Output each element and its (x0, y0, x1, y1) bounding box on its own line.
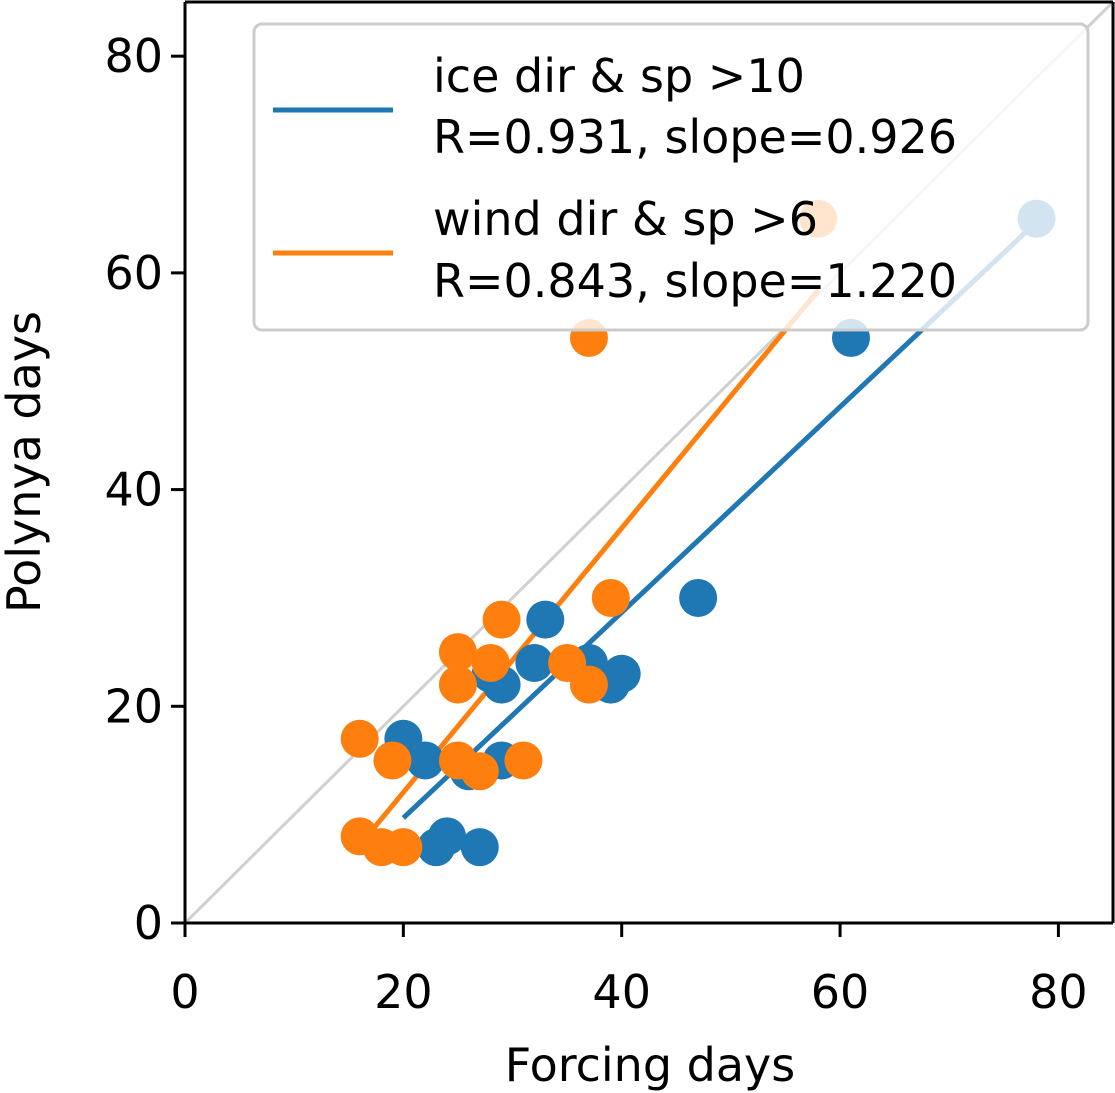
point-series-1-2 (591, 578, 630, 617)
point-series-1-9 (340, 719, 379, 758)
axes (183, 0, 1115, 925)
point-series-0-15 (428, 817, 467, 856)
point-series-0-11 (406, 741, 445, 780)
point-series-1-7 (438, 665, 477, 704)
legend-label-series-1: wind dir & sp >6 (433, 192, 818, 246)
x-tick-label-20: 20 (374, 965, 433, 1019)
point-series-1-16 (384, 828, 423, 867)
point-series-0-2 (679, 578, 718, 617)
point-series-1-3 (482, 600, 521, 639)
x-tick-label-40: 40 (592, 965, 651, 1019)
y-axis-label: Polynya days (0, 311, 51, 613)
y-tick-label-20: 20 (104, 679, 163, 733)
y-tick-label-0: 0 (134, 896, 163, 950)
legend-stats-series-0: R=0.931, slope=0.926 (433, 110, 957, 164)
x-tick-label-60: 60 (811, 965, 870, 1019)
x-tick-label-80: 80 (1029, 965, 1088, 1019)
x-tick-label-0: 0 (170, 965, 199, 1019)
legend: ice dir & sp >10 R=0.931, slope=0.926 wind… (252, 22, 1090, 332)
point-series-1-8 (569, 665, 608, 704)
y-tick-label-80: 80 (104, 29, 163, 83)
point-series-1-4 (438, 633, 477, 672)
point-series-0-16 (460, 828, 499, 867)
point-series-1-13 (504, 741, 543, 780)
point-series-0-3 (526, 600, 565, 639)
legend-label-series-0: ice dir & sp >10 (433, 49, 805, 103)
point-series-0-4 (515, 643, 554, 682)
point-series-0-7 (602, 654, 641, 693)
point-series-1-12 (460, 752, 499, 791)
fit-line-series-1 (368, 288, 821, 834)
y-tick-label-60: 60 (104, 246, 163, 300)
y-tick-label-40: 40 (104, 463, 163, 517)
ticks: 0 20 40 60 80 0 20 40 60 80 (104, 29, 1087, 1019)
point-series-1-5 (471, 643, 510, 682)
x-axis-label: Forcing days (505, 1038, 796, 1092)
legend-stats-series-1: R=0.843, slope=1.220 (433, 254, 957, 308)
point-series-1-10 (373, 741, 412, 780)
legend-box (252, 22, 1090, 332)
